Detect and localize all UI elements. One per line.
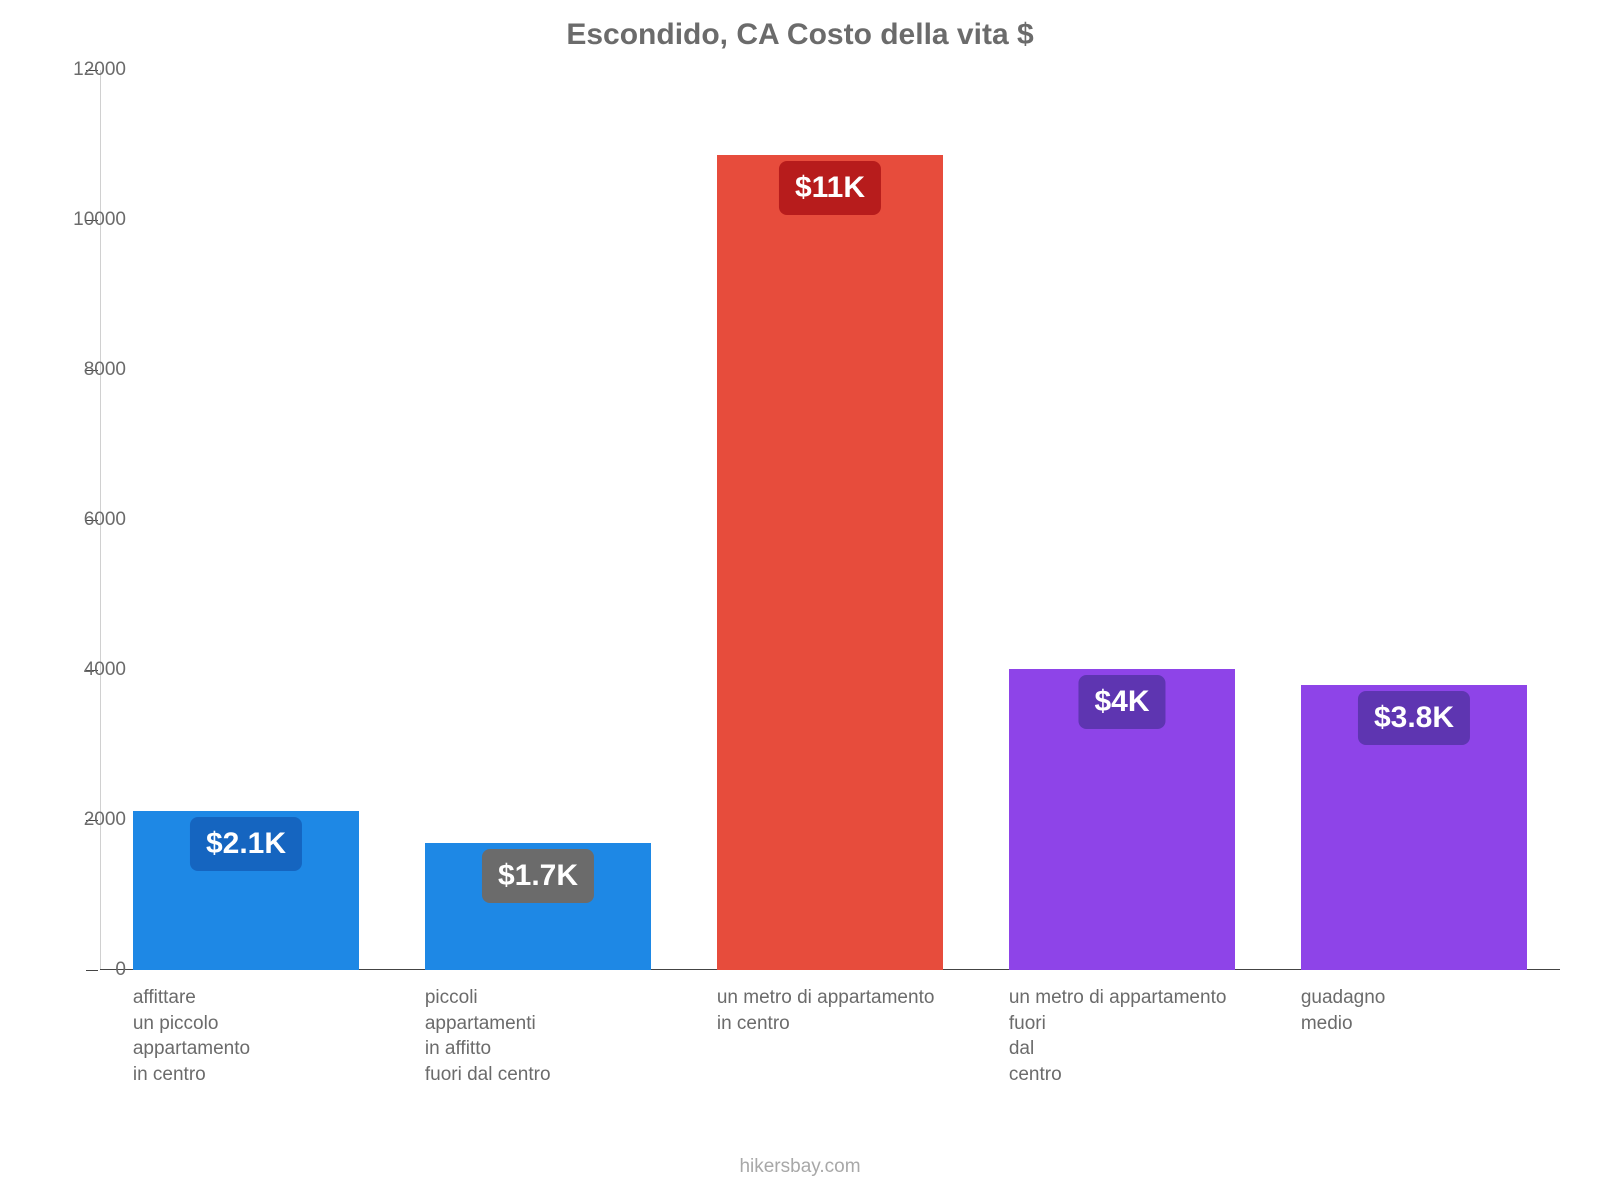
plot-area: $2.1K $1.7K $11K $4K $3.8K [100,70,1560,970]
bar: $1.7K [425,843,651,971]
attribution-text: hikersbay.com [0,1156,1600,1178]
y-axis-label: 2000 [46,809,126,831]
value-badge: $1.7K [482,849,594,903]
y-axis-label: 8000 [46,359,126,381]
bar: $2.1K [133,811,359,970]
y-axis-label: 4000 [46,659,126,681]
bar: $4K [1009,669,1235,971]
x-axis-label: un metro di appartamento fuori dal centr… [1009,985,1341,1088]
x-axis-label: piccoli appartamenti in affitto fuori da… [425,985,757,1088]
value-badge: $4K [1078,675,1165,729]
y-axis-label: 0 [46,959,126,981]
value-badge: $3.8K [1358,691,1470,745]
value-badge: $11K [779,161,881,215]
bars-container: $2.1K $1.7K $11K $4K $3.8K [100,70,1560,970]
chart-title: Escondido, CA Costo della vita $ [0,18,1600,52]
y-axis-label: 12000 [46,59,126,81]
bar: $11K [717,155,943,970]
bar: $3.8K [1301,685,1527,970]
cost-of-living-chart: Escondido, CA Costo della vita $ $2.1K $1… [0,0,1600,1200]
y-axis-label: 10000 [46,209,126,231]
x-axis-label: un metro di appartamento in centro [717,985,1049,1036]
value-badge: $2.1K [190,817,302,871]
y-axis-label: 6000 [46,509,126,531]
x-axis-label: affittare un piccolo appartamento in cen… [133,985,465,1088]
x-axis-label: guadagno medio [1301,985,1600,1036]
